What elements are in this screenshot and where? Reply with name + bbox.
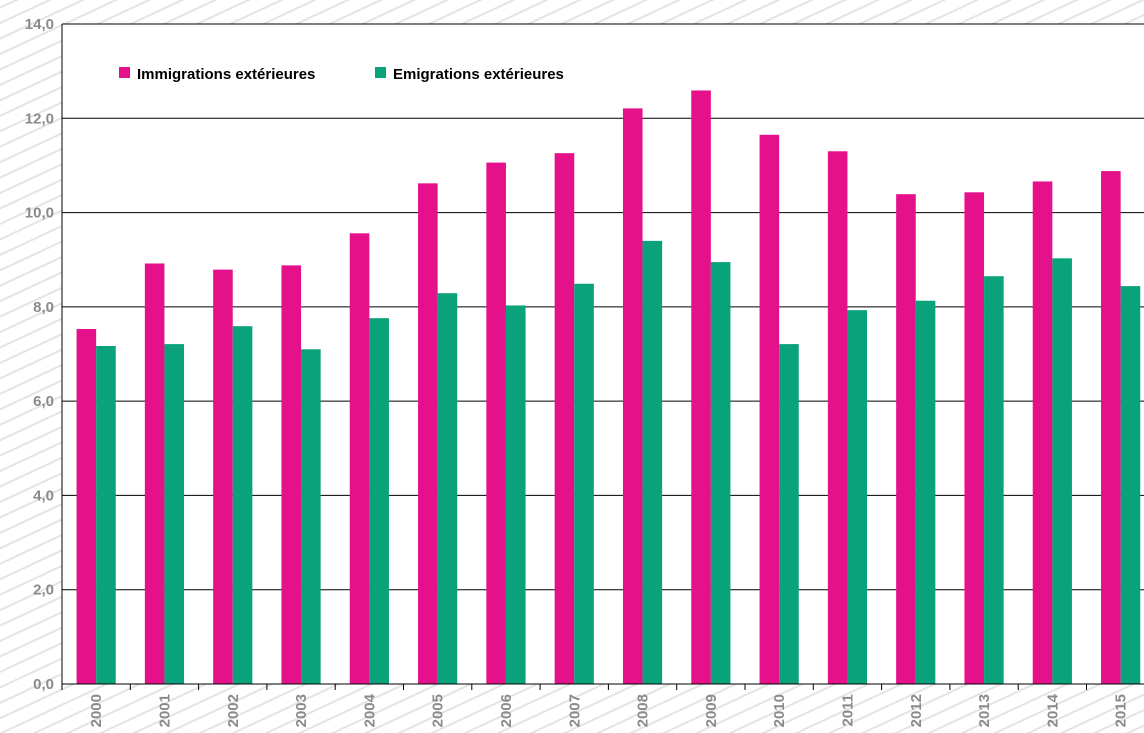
bar-emigrations-2008	[642, 240, 663, 684]
bar-emigrations-2015	[1120, 286, 1141, 684]
x-tick-label: 2009	[703, 694, 720, 727]
y-tick-label: 2,0	[33, 582, 54, 599]
x-tick-label: 2014	[1044, 693, 1061, 727]
x-tick-labels: 2000 2001 2002 2003 2004 2005 2006 2007 2008 2009…	[88, 693, 1130, 727]
x-tick-label: 2010	[771, 694, 788, 727]
bar-immigrations-2003	[281, 265, 302, 684]
x-tick-label: 2003	[293, 694, 310, 727]
bar-emigrations-2007	[574, 283, 594, 684]
x-tick-label: 2011	[839, 694, 856, 727]
legend-label-emigrations: Emigrations extérieures	[393, 66, 564, 83]
x-tick-label: 2007	[566, 694, 583, 727]
legend-label-immigrations: Immigrations extérieures	[137, 66, 315, 83]
y-tick-label: 10,0	[25, 205, 54, 222]
x-tick-label: 2012	[908, 694, 925, 727]
bar-emigrations-2010	[779, 344, 799, 684]
bar-immigrations-2010	[759, 134, 780, 685]
x-tick-label: 2000	[88, 694, 105, 727]
bar-immigrations-2001	[144, 263, 165, 684]
y-tick-labels: 0,0 2,0 4,0 6,0 8,0 10,0 12,0 14,0	[25, 16, 54, 693]
bars	[76, 90, 1141, 685]
bar-emigrations-2003	[301, 349, 321, 684]
bar-immigrations-2004	[349, 233, 370, 685]
bar-immigrations-2000	[76, 329, 97, 684]
x-tick-label: 2001	[156, 694, 173, 727]
bar-immigrations-2014	[1032, 181, 1053, 684]
bar-immigrations-2013	[964, 192, 985, 685]
y-tick-label: 8,0	[33, 299, 54, 316]
bar-emigrations-2002	[232, 326, 253, 684]
bar-emigrations-2012	[915, 300, 936, 684]
bar-immigrations-2012	[896, 194, 916, 684]
x-tick-label: 2013	[976, 694, 993, 727]
x-tick-label: 2004	[361, 693, 378, 727]
y-tick-label: 6,0	[33, 393, 54, 410]
bar-emigrations-2013	[984, 276, 1004, 684]
bar-emigrations-2001	[164, 344, 185, 684]
bar-immigrations-2006	[486, 162, 506, 685]
x-tick-label: 2015	[1113, 694, 1130, 727]
bar-immigrations-2002	[213, 269, 233, 684]
x-tick-label: 2002	[225, 694, 242, 727]
y-tick-label: 14,0	[25, 16, 54, 33]
bar-immigrations-2008	[622, 108, 643, 684]
bar-immigrations-2009	[691, 90, 711, 684]
bar-immigrations-2007	[554, 153, 575, 684]
x-tick-label: 2008	[635, 694, 652, 727]
x-tick-label: 2005	[430, 694, 447, 727]
y-tick-label: 12,0	[25, 110, 54, 127]
bar-emigrations-2000	[96, 345, 116, 684]
bar-emigrations-2005	[437, 293, 458, 684]
y-tick-label: 0,0	[33, 676, 54, 693]
bar-emigrations-2011	[847, 310, 868, 684]
legend-swatch-emigrations	[375, 67, 386, 78]
bar-emigrations-2009	[710, 262, 731, 684]
bar-emigrations-2004	[369, 318, 389, 684]
bar-emigrations-2014	[1052, 258, 1072, 684]
bar-immigrations-2015	[1101, 171, 1121, 685]
legend: Immigrations extérieures Emigrations ext…	[119, 66, 564, 83]
bar-emigrations-2006	[505, 305, 526, 684]
x-tick-label: 2006	[498, 694, 515, 727]
legend-swatch-immigrations	[119, 67, 130, 78]
y-tick-label: 4,0	[33, 487, 54, 504]
bar-immigrations-2005	[418, 183, 438, 685]
bar-immigrations-2011	[827, 151, 848, 685]
axes	[61, 24, 1144, 690]
